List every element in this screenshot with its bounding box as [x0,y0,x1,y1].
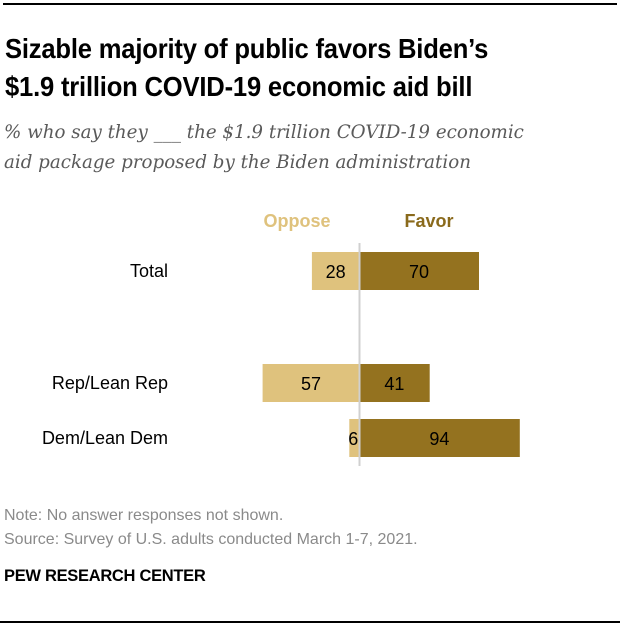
bar-favor [360,419,520,457]
bar-favor [360,364,430,402]
labels: Total 28 70 Rep/Lean Rep 57 41 Dem/Lean Dem 6 94 [42,261,449,449]
legend-oppose: Oppose [263,211,330,231]
bar-oppose [349,419,360,457]
chart-subtitle: % who say they ___ the $1.9 trillion COV… [4,117,524,177]
bar-oppose [262,364,360,402]
chart-title-line-2: $1.9 trillion COVID-19 economic aid bill [5,71,473,102]
bottom-rule [0,621,620,623]
category-label: Dem/Lean Dem [42,428,168,448]
bar-favor [360,252,479,290]
value-label-oppose: 57 [301,374,321,394]
diverging-bar-chart: Oppose Favor Total 28 70 Rep/Lean Rep 57 41 Dem… [42,211,520,466]
value-label-favor: 41 [384,374,404,394]
value-label-oppose: 6 [348,429,358,449]
legend: Oppose Favor [263,211,453,231]
bar-oppose [311,252,360,290]
brand-logo-text: PEW RESEARCH CENTER [4,567,206,585]
source-text: Source: Survey of U.S. adults conducted … [4,531,418,548]
value-label-favor: 94 [429,429,449,449]
chart-title-line-1: Sizable majority of public favors Biden’… [5,33,489,64]
legend-favor: Favor [404,211,453,231]
bars [262,252,520,457]
note-text: Note: No answer responses not shown. [4,507,284,524]
category-label: Total [130,261,168,281]
chart-title: Sizable majority of public favors Biden’… [5,30,577,106]
category-label: Rep/Lean Rep [52,373,168,393]
chart-subtitle-line-2: aid package proposed by the Biden admini… [4,151,471,173]
chart-subtitle-line-1: % who say they ___ the $1.9 trillion COV… [4,121,524,143]
value-label-favor: 70 [409,262,429,282]
value-label-oppose: 28 [326,262,346,282]
top-rule [3,3,617,5]
